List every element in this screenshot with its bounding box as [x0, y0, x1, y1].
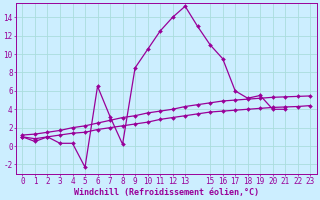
X-axis label: Windchill (Refroidissement éolien,°C): Windchill (Refroidissement éolien,°C)	[74, 188, 259, 197]
